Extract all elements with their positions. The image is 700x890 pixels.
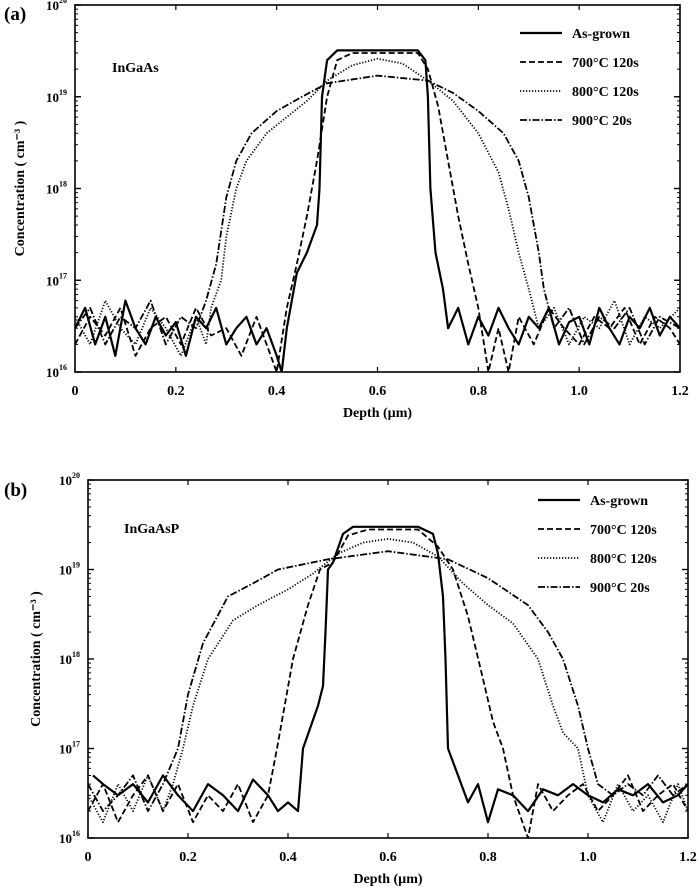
series-line-3 bbox=[75, 74, 680, 346]
x-tick-label: 0.8 bbox=[479, 850, 497, 865]
series-line-1 bbox=[88, 528, 688, 838]
x-tick-label: 1.2 bbox=[679, 850, 697, 865]
y-tick-label: 1018 bbox=[59, 650, 80, 667]
y-axis-label: Concentration ( cm⁻³ ) bbox=[13, 120, 28, 256]
y-tick-label: 1019 bbox=[59, 561, 80, 578]
x-tick-label: 0 bbox=[85, 850, 92, 865]
panel-a: (a) 1016 1017 1018 1019 1020 0 0.2 0.4 0.6 0.8 1.0 1… bbox=[4, 0, 689, 421]
x-tick-label: 1.0 bbox=[570, 384, 588, 399]
y-tick-label: 1017 bbox=[59, 740, 80, 757]
y-tick-label: 1020 bbox=[59, 471, 80, 488]
legend-label: 900°C 20s bbox=[572, 114, 632, 129]
legend-label: 700°C 120s bbox=[590, 523, 657, 538]
x-axis-label: Depth (µm) bbox=[353, 872, 422, 887]
x-tick-label: 0.2 bbox=[179, 850, 197, 865]
y-axis-label: Concentration ( cm⁻³ ) bbox=[29, 591, 44, 727]
y-tick-label: 1019 bbox=[46, 88, 67, 105]
series-line-0 bbox=[75, 49, 680, 372]
sample-label: InGaAsP bbox=[124, 522, 180, 537]
series-line-2 bbox=[75, 57, 680, 357]
legend-label: As-grown bbox=[572, 27, 630, 42]
series-line-3 bbox=[88, 550, 688, 812]
x-axis-label: Depth (µm) bbox=[343, 406, 412, 421]
y-tick-label: 1017 bbox=[46, 271, 67, 288]
x-tick-label: 0.4 bbox=[268, 384, 286, 399]
sample-label: InGaAs bbox=[112, 61, 159, 76]
legend-label: As-grown bbox=[590, 494, 648, 509]
legend-label: 800°C 120s bbox=[590, 552, 657, 567]
panel-label: (a) bbox=[4, 4, 26, 25]
legend-label: 700°C 120s bbox=[572, 56, 639, 71]
legend-label: 800°C 120s bbox=[572, 85, 639, 100]
x-tick-label: 0.2 bbox=[167, 384, 185, 399]
y-tick-label: 1016 bbox=[46, 363, 67, 380]
x-tick-label: 0.8 bbox=[470, 384, 488, 399]
panel-label: (b) bbox=[4, 480, 27, 501]
x-tick-label: 0.4 bbox=[279, 850, 297, 865]
legend-label: 900°C 20s bbox=[590, 581, 650, 596]
x-tick-label: 0 bbox=[72, 384, 79, 399]
series-line-1 bbox=[75, 52, 680, 372]
series-line-0 bbox=[92, 525, 688, 824]
x-tick-label: 0.6 bbox=[369, 384, 387, 399]
x-tick-label: 1.2 bbox=[671, 384, 689, 399]
x-tick-label: 1.0 bbox=[579, 850, 597, 865]
y-tick-label: 1018 bbox=[46, 180, 67, 197]
panel-b: (b) 1016 1017 1018 1019 1020 0 0.2 0.4 0.6 0.8 1.0 1… bbox=[4, 471, 697, 887]
y-tick-label: 1020 bbox=[46, 0, 67, 13]
x-tick-label: 0.6 bbox=[379, 850, 397, 865]
y-tick-label: 1016 bbox=[59, 829, 80, 846]
